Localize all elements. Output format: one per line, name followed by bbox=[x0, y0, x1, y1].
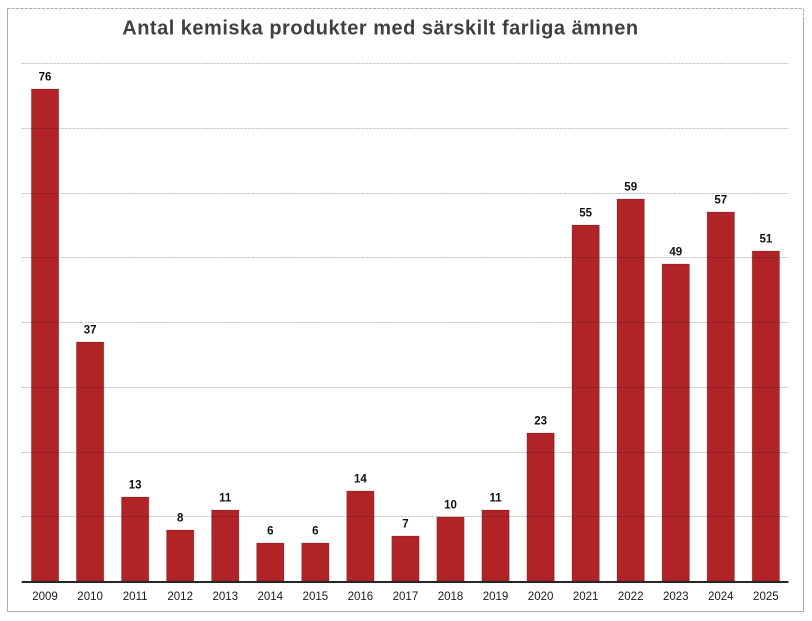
svg-text:8: 8 bbox=[177, 512, 184, 524]
svg-text:2011: 2011 bbox=[123, 591, 148, 603]
svg-text:2015: 2015 bbox=[303, 591, 329, 603]
svg-text:2019: 2019 bbox=[483, 591, 509, 603]
svg-text:10: 10 bbox=[444, 499, 457, 511]
svg-text:2016: 2016 bbox=[348, 591, 374, 603]
svg-text:59: 59 bbox=[624, 181, 637, 193]
svg-text:2018: 2018 bbox=[438, 591, 464, 603]
svg-text:7: 7 bbox=[402, 518, 408, 530]
svg-text:2022: 2022 bbox=[618, 591, 644, 603]
svg-text:11: 11 bbox=[489, 492, 502, 504]
svg-text:55: 55 bbox=[579, 207, 592, 219]
svg-text:49: 49 bbox=[669, 246, 682, 258]
svg-text:2009: 2009 bbox=[32, 591, 58, 603]
svg-text:51: 51 bbox=[759, 233, 772, 245]
svg-text:2025: 2025 bbox=[753, 591, 779, 603]
svg-text:14: 14 bbox=[354, 473, 367, 485]
svg-text:2023: 2023 bbox=[663, 591, 689, 603]
svg-text:2021: 2021 bbox=[573, 591, 599, 603]
svg-text:6: 6 bbox=[267, 525, 273, 537]
svg-text:2024: 2024 bbox=[708, 591, 734, 603]
svg-text:2012: 2012 bbox=[167, 591, 193, 603]
svg-text:6: 6 bbox=[312, 525, 318, 537]
svg-text:37: 37 bbox=[84, 324, 97, 336]
svg-text:13: 13 bbox=[129, 479, 142, 491]
svg-text:2014: 2014 bbox=[258, 591, 284, 603]
svg-text:2010: 2010 bbox=[77, 591, 103, 603]
svg-text:23: 23 bbox=[534, 415, 547, 427]
svg-text:76: 76 bbox=[39, 71, 52, 83]
svg-text:2020: 2020 bbox=[528, 591, 554, 603]
svg-text:57: 57 bbox=[714, 194, 727, 206]
svg-text:2017: 2017 bbox=[393, 591, 419, 603]
svg-text:11: 11 bbox=[219, 492, 232, 504]
svg-text:Antal kemiska produkter med sä: Antal kemiska produkter med särskilt far… bbox=[122, 18, 638, 40]
svg-text:2013: 2013 bbox=[212, 591, 238, 603]
